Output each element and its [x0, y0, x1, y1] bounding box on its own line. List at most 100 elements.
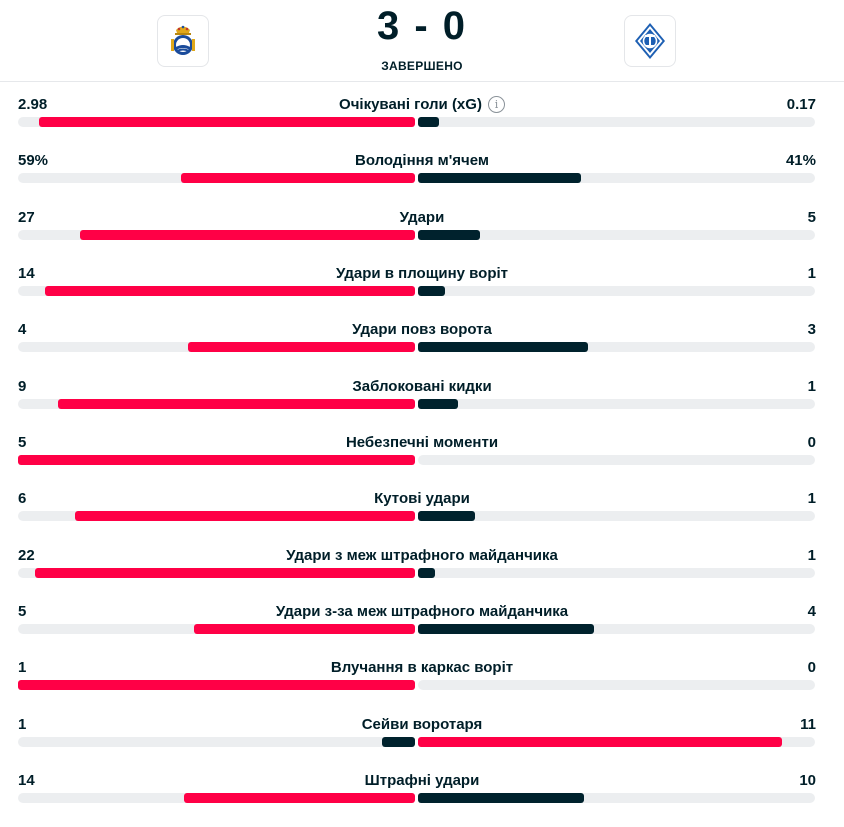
stat-label: Володіння м'ячем — [354, 152, 489, 169]
stat-label-wrap: Удари в площину воріт — [0, 265, 844, 282]
stat-away-value: 5 — [807, 209, 816, 226]
away-bar-track — [418, 230, 815, 240]
stat-row: 4 Удари повз ворота 3 — [0, 321, 844, 371]
stat-row: 1 Сейви воротаря 11 — [0, 716, 844, 766]
stat-label-wrap: Кутові удари — [0, 490, 844, 507]
stat-row: 14 Штрафні удари 10 — [0, 772, 844, 822]
stat-label-wrap: Удари повз ворота — [0, 321, 844, 338]
away-bar-track — [418, 455, 815, 465]
home-bar-fill — [75, 511, 415, 521]
away-bar-fill — [418, 568, 435, 578]
stat-away-value: 0 — [807, 659, 816, 676]
home-bar-fill — [80, 230, 415, 240]
home-bar-track — [18, 455, 415, 465]
stat-row: 9 Заблоковані кидки 1 — [0, 378, 844, 428]
home-bar-fill — [181, 173, 415, 183]
home-bar-fill — [18, 455, 415, 465]
stat-label-wrap: Небезпечні моменти — [0, 434, 844, 451]
stat-home-value: 1 — [18, 659, 27, 676]
home-bar-fill — [18, 680, 415, 690]
stat-label-wrap: Сейви воротаря — [0, 716, 844, 733]
away-bar-track — [418, 511, 815, 521]
stat-home-value: 4 — [18, 321, 27, 338]
home-bar-track — [18, 793, 415, 803]
stat-label: Заблоковані кидки — [352, 378, 492, 395]
stat-away-value: 11 — [800, 716, 816, 733]
stat-label: Удари — [399, 209, 445, 226]
stat-label-wrap: Удари з меж штрафного майданчика — [0, 547, 844, 564]
stat-home-value: 14 — [18, 772, 35, 789]
home-bar-track — [18, 680, 415, 690]
stat-away-value: 4 — [807, 603, 816, 620]
away-bar-fill — [418, 793, 584, 803]
stat-row: 6 Кутові удари 1 — [0, 490, 844, 540]
home-bar-track — [18, 117, 415, 127]
stat-label: Удари в площину воріт — [335, 265, 509, 282]
home-bar-track — [18, 399, 415, 409]
home-bar-fill — [184, 793, 415, 803]
stat-label-wrap: Удари — [0, 209, 844, 226]
stat-label: Небезпечні моменти — [345, 434, 499, 451]
away-bar-fill — [418, 399, 458, 409]
stat-home-value: 9 — [18, 378, 27, 395]
stat-label-wrap: Заблоковані кидки — [0, 378, 844, 395]
away-bar-track — [418, 286, 815, 296]
away-bar-fill — [418, 230, 480, 240]
home-bar-track — [18, 624, 415, 634]
away-team-logo[interactable] — [624, 15, 676, 67]
home-bar-fill — [45, 286, 415, 296]
home-bar-fill — [382, 737, 415, 747]
away-bar-track — [418, 737, 815, 747]
stat-label: Кутові удари — [374, 490, 470, 507]
stat-label: Удари з меж штрафного майданчика — [286, 547, 558, 564]
away-bar-track — [418, 793, 815, 803]
stat-away-value: 0 — [807, 434, 816, 451]
home-bar-track — [18, 737, 415, 747]
stat-label: Влучання в каркас воріт — [330, 659, 514, 676]
stat-label-wrap: Очікувані голи (xG) i — [0, 96, 844, 113]
stat-home-value: 6 — [18, 490, 27, 507]
home-bar-fill — [194, 624, 415, 634]
home-bar-track — [18, 342, 415, 352]
stat-row: 14 Удари в площину воріт 1 — [0, 265, 844, 315]
away-bar-fill — [418, 286, 445, 296]
home-bar-fill — [188, 342, 415, 352]
home-bar-fill — [39, 117, 415, 127]
stat-home-value: 27 — [18, 209, 35, 226]
away-bar-track — [418, 117, 815, 127]
stat-row: 27 Удари 5 — [0, 209, 844, 259]
match-status: ЗАВЕРШЕНО — [381, 59, 463, 73]
home-bar-track — [18, 173, 415, 183]
stat-home-value: 14 — [18, 265, 35, 282]
stat-home-value: 5 — [18, 434, 27, 451]
away-bar-track — [418, 399, 815, 409]
stat-row: 5 Удари з-за меж штрафного майданчика 4 — [0, 603, 844, 653]
stat-away-value: 10 — [799, 772, 816, 789]
stat-label-wrap: Штрафні удари — [0, 772, 844, 789]
stat-home-value: 1 — [18, 716, 27, 733]
home-bar-fill — [58, 399, 415, 409]
home-bar-track — [18, 230, 415, 240]
match-score: 3 - 0 — [376, 4, 468, 48]
stat-label: Удари повз ворота — [352, 321, 492, 338]
stat-row: 5 Небезпечні моменти 0 — [0, 434, 844, 484]
stat-label-wrap: Удари з-за меж штрафного майданчика — [0, 603, 844, 620]
stat-row: 22 Удари з меж штрафного майданчика 1 — [0, 547, 844, 597]
dynamo-kyiv-crest-icon — [635, 23, 665, 59]
stat-label: Сейви воротаря — [361, 716, 483, 733]
away-bar-fill — [418, 117, 439, 127]
info-icon[interactable]: i — [487, 96, 505, 113]
stat-label: Очікувані голи (xG) — [339, 96, 482, 113]
match-header: 3 - 0 ЗАВЕРШЕНО — [0, 0, 844, 82]
stat-home-value: 22 — [18, 547, 35, 564]
away-bar-fill — [418, 342, 588, 352]
home-team-logo[interactable] — [157, 15, 209, 67]
away-bar-track — [418, 342, 815, 352]
stat-label: Удари з-за меж штрафного майданчика — [275, 603, 569, 620]
away-bar-track — [418, 624, 815, 634]
stat-away-value: 3 — [807, 321, 816, 338]
stat-away-value: 41% — [785, 152, 816, 169]
away-bar-track — [418, 680, 815, 690]
stat-row: 1 Влучання в каркас воріт 0 — [0, 659, 844, 709]
stat-label-wrap: Володіння м'ячем — [0, 152, 844, 169]
